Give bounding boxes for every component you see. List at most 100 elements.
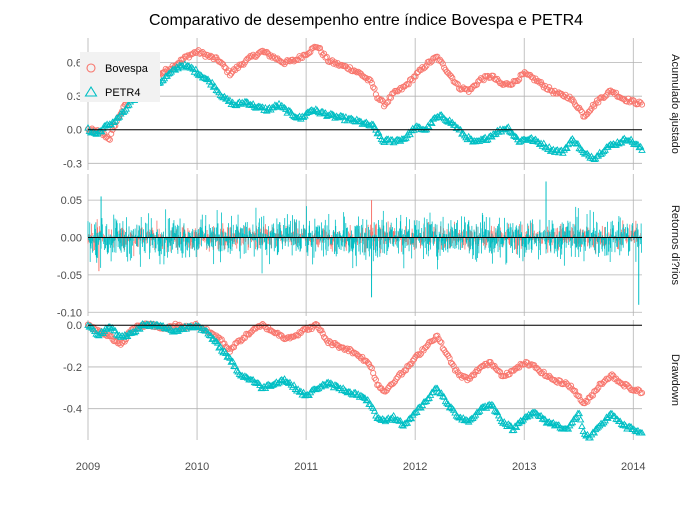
petr4-point [301, 391, 309, 399]
bovespa-point [540, 368, 547, 375]
bovespa-point [535, 77, 542, 85]
x-tick-label: 2009 [76, 461, 100, 473]
petr4-point [196, 70, 204, 78]
y-tick-label: 0.0 [67, 125, 82, 137]
bovespa-point [473, 81, 480, 88]
petr4-point [160, 324, 169, 331]
y-tick-label: -0.05 [57, 270, 82, 282]
petr4-point [340, 386, 349, 393]
bovespa-point [396, 86, 403, 93]
bovespa-point [245, 54, 253, 61]
petr4-point [509, 131, 518, 139]
bovespa-point [436, 338, 444, 345]
bovespa-point [439, 60, 446, 67]
bovespa-point [387, 94, 394, 101]
petr4-point [507, 128, 515, 136]
petr4-point [429, 388, 438, 396]
petr4-point [507, 422, 515, 429]
petr4-point [635, 143, 644, 151]
petr4-point [492, 130, 500, 137]
petr4-point [620, 420, 629, 428]
petr4-point [216, 91, 225, 98]
petr4-point [273, 379, 282, 387]
petr4-point [511, 132, 519, 140]
bovespa-point [449, 74, 456, 82]
petr4-point [164, 69, 173, 77]
petr4-point [305, 108, 313, 115]
petr4-point [407, 414, 416, 422]
petr4-point [359, 393, 368, 401]
petr4-point [211, 82, 219, 90]
bovespa-point [248, 53, 255, 60]
bovespa-point [591, 103, 598, 110]
bovespa-point [531, 77, 538, 84]
bovespa-point [412, 73, 419, 80]
bovespa-point [280, 335, 287, 342]
petr4-point [277, 375, 286, 383]
petr4-point [567, 419, 575, 427]
petr4-point [359, 120, 368, 127]
petr4-point [224, 97, 233, 104]
y-tick-label: -0.2 [63, 362, 82, 374]
bovespa-point [301, 326, 309, 333]
petr4-point [104, 121, 113, 129]
bovespa-point [577, 107, 584, 114]
petr4-point [396, 417, 405, 424]
petr4-point [327, 379, 335, 386]
chart-title: Comparativo de desempenho entre índice B… [149, 12, 583, 29]
petr4-point [564, 425, 573, 432]
bovespa-point [349, 350, 356, 357]
petr4-point [546, 147, 555, 154]
petr4-point [638, 146, 646, 153]
petr4-point [395, 136, 403, 143]
petr4-point [466, 134, 474, 142]
bovespa-point [426, 339, 433, 346]
bovespa-point [596, 95, 603, 102]
bovespa-point [397, 370, 404, 377]
petr4-point [415, 403, 424, 410]
facet-strip-label: Retornos di?rios [669, 205, 681, 286]
petr4-point [428, 119, 436, 127]
bovespa-point [263, 48, 270, 56]
petr4-point [208, 335, 216, 342]
bovespa-point [390, 379, 397, 387]
petr4-point [505, 127, 514, 135]
petr4-point [213, 339, 222, 346]
legend-key-bovespa [86, 63, 96, 73]
petr4-point [89, 128, 98, 135]
facet-strip-label: Acumulado ajustado [669, 54, 681, 154]
bovespa-point [619, 381, 626, 388]
petr4-point [530, 136, 538, 143]
petr4-point [535, 412, 544, 419]
petr4-point [406, 130, 414, 138]
petr4-point [235, 370, 244, 377]
bovespa-point [220, 61, 227, 68]
petr4-point [118, 331, 126, 339]
bovespa-point [608, 371, 616, 378]
legend-label-bovespa: Bovespa [105, 63, 149, 75]
petr4-point [512, 423, 521, 430]
bovespa-point [199, 49, 206, 56]
bovespa-point [543, 373, 550, 380]
legend-label-petr4: PETR4 [105, 87, 140, 99]
x-tick-label: 2010 [185, 461, 209, 473]
y-tick-label: 0.0 [67, 320, 82, 332]
petr4-point [520, 413, 529, 421]
petr4-point [343, 388, 352, 396]
bovespa-point [513, 365, 520, 372]
petr4-point [257, 103, 266, 111]
bovespa-point [372, 91, 379, 98]
petr4-point [122, 105, 130, 112]
petr4-point [282, 105, 290, 112]
petr4-point [253, 103, 261, 110]
petr4-point [578, 422, 586, 429]
petr4-point [389, 411, 398, 419]
petr4-point [598, 420, 607, 427]
bovespa-point [379, 387, 386, 394]
petr4-point [504, 420, 513, 427]
petr4-point [242, 373, 251, 380]
bovespa-point [457, 371, 464, 378]
bovespa-point [393, 375, 400, 382]
petr4-point [175, 325, 184, 333]
y-tick-label: 0.6 [67, 58, 82, 70]
